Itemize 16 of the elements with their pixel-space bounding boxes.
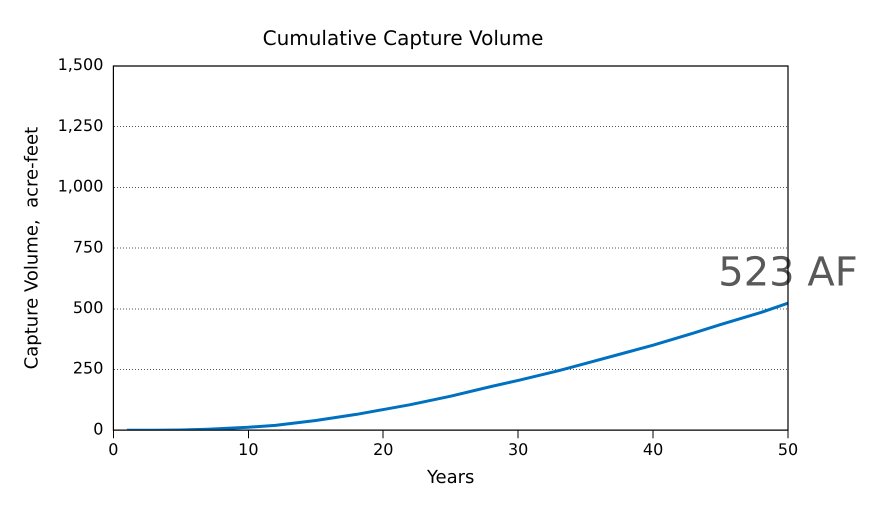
x-tick-label: 10 xyxy=(238,440,259,459)
x-axis-title: Years xyxy=(426,466,474,488)
y-tick-label: 500 xyxy=(72,298,104,317)
y-axis-title: Capture Volume, acre-feet xyxy=(21,126,42,370)
chart-title: Cumulative Capture Volume xyxy=(262,26,544,50)
x-tick-label: 0 xyxy=(108,440,118,459)
y-tick-label: 1,500 xyxy=(58,55,104,74)
y-tick-label: 1,000 xyxy=(58,176,104,196)
x-tick-label: 40 xyxy=(642,440,664,459)
y-tick-label: 1,250 xyxy=(58,116,104,135)
y-tick-label: 0 xyxy=(93,419,104,438)
y-tick-label: 750 xyxy=(72,237,104,256)
y-tick-label: 250 xyxy=(72,358,104,378)
x-tick-label: 30 xyxy=(508,440,528,459)
x-tick-label: 50 xyxy=(778,440,798,459)
x-tick-label: 20 xyxy=(373,440,394,459)
